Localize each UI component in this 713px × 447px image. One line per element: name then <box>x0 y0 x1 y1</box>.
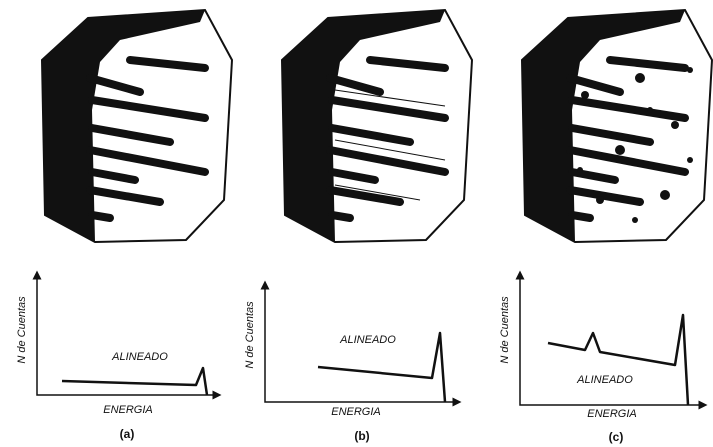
crystal-b <box>282 10 472 242</box>
graph-a: N de Cuentas ALINEADO ENERGIA (a) <box>16 275 217 441</box>
annotation: ALINEADO <box>339 334 396 346</box>
crystal-c <box>522 10 712 242</box>
annotation: ALINEADO <box>576 374 633 386</box>
y-axis-label: N de Cuentas <box>499 296 511 364</box>
x-axis-label: ENERGIA <box>587 408 637 420</box>
panel-label: (b) <box>354 429 369 443</box>
graph-c: N de Cuentas ALINEADO ENERGIA (c) <box>499 275 703 444</box>
y-axis-label: N de Cuentas <box>16 296 28 364</box>
graph-b: N de Cuentas ALINEADO ENERGIA (b) <box>244 285 457 443</box>
figure: N de Cuentas ALINEADO ENERGIA (a) N de C… <box>0 0 713 447</box>
y-axis-label: N de Cuentas <box>244 301 256 369</box>
panel-label: (a) <box>120 427 135 441</box>
x-axis-label: ENERGIA <box>103 404 153 416</box>
x-axis-label: ENERGIA <box>331 406 381 418</box>
crystal-a <box>42 10 232 242</box>
annotation: ALINEADO <box>111 351 168 363</box>
panel-label: (c) <box>609 430 624 444</box>
